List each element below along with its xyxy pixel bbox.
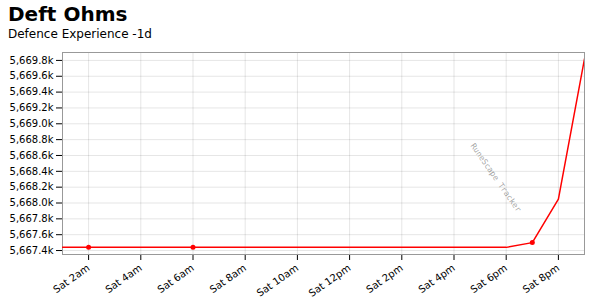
svg-text:Sat 12pm: Sat 12pm: [307, 262, 353, 299]
html-text:Deft Ohms: Deft Ohms: [8, 2, 128, 26]
svg-text:Sat 4am: Sat 4am: [103, 262, 144, 295]
svg-text:Sat 6pm: Sat 6pm: [468, 262, 509, 295]
svg-text:5,669.2k: 5,669.2k: [10, 102, 54, 113]
svg-text:5,668.2k: 5,668.2k: [10, 181, 54, 192]
html-text:Defence Experience -1d: Defence Experience -1d: [8, 27, 152, 41]
svg-text:5,668.6k: 5,668.6k: [10, 150, 54, 161]
svg-text:Sat 4pm: Sat 4pm: [416, 262, 457, 295]
svg-text:Sat 2am: Sat 2am: [51, 262, 92, 295]
svg-text:Sat 8pm: Sat 8pm: [521, 262, 562, 295]
svg-text:5,668.4k: 5,668.4k: [10, 166, 54, 177]
svg-text:Sat 2pm: Sat 2pm: [364, 262, 405, 295]
svg-text:5,669.0k: 5,669.0k: [10, 118, 54, 129]
svg-text:Sat 6am: Sat 6am: [155, 262, 196, 295]
svg-text:Sat 10am: Sat 10am: [255, 262, 301, 299]
svg-text:5,668.8k: 5,668.8k: [10, 134, 54, 145]
svg-text:5,668.0k: 5,668.0k: [10, 197, 54, 208]
svg-text:5,667.4k: 5,667.4k: [10, 245, 54, 256]
svg-text:5,669.6k: 5,669.6k: [10, 70, 54, 81]
svg-text:5,669.4k: 5,669.4k: [10, 86, 54, 97]
svg-text:5,669.8k: 5,669.8k: [10, 55, 54, 66]
svg-text:5,667.8k: 5,667.8k: [10, 213, 54, 224]
svg-text:5,667.6k: 5,667.6k: [10, 229, 54, 240]
svg-text:Sat 8am: Sat 8am: [208, 262, 249, 295]
svg-text:RuneScape Tracker: RuneScape Tracker: [469, 142, 523, 214]
